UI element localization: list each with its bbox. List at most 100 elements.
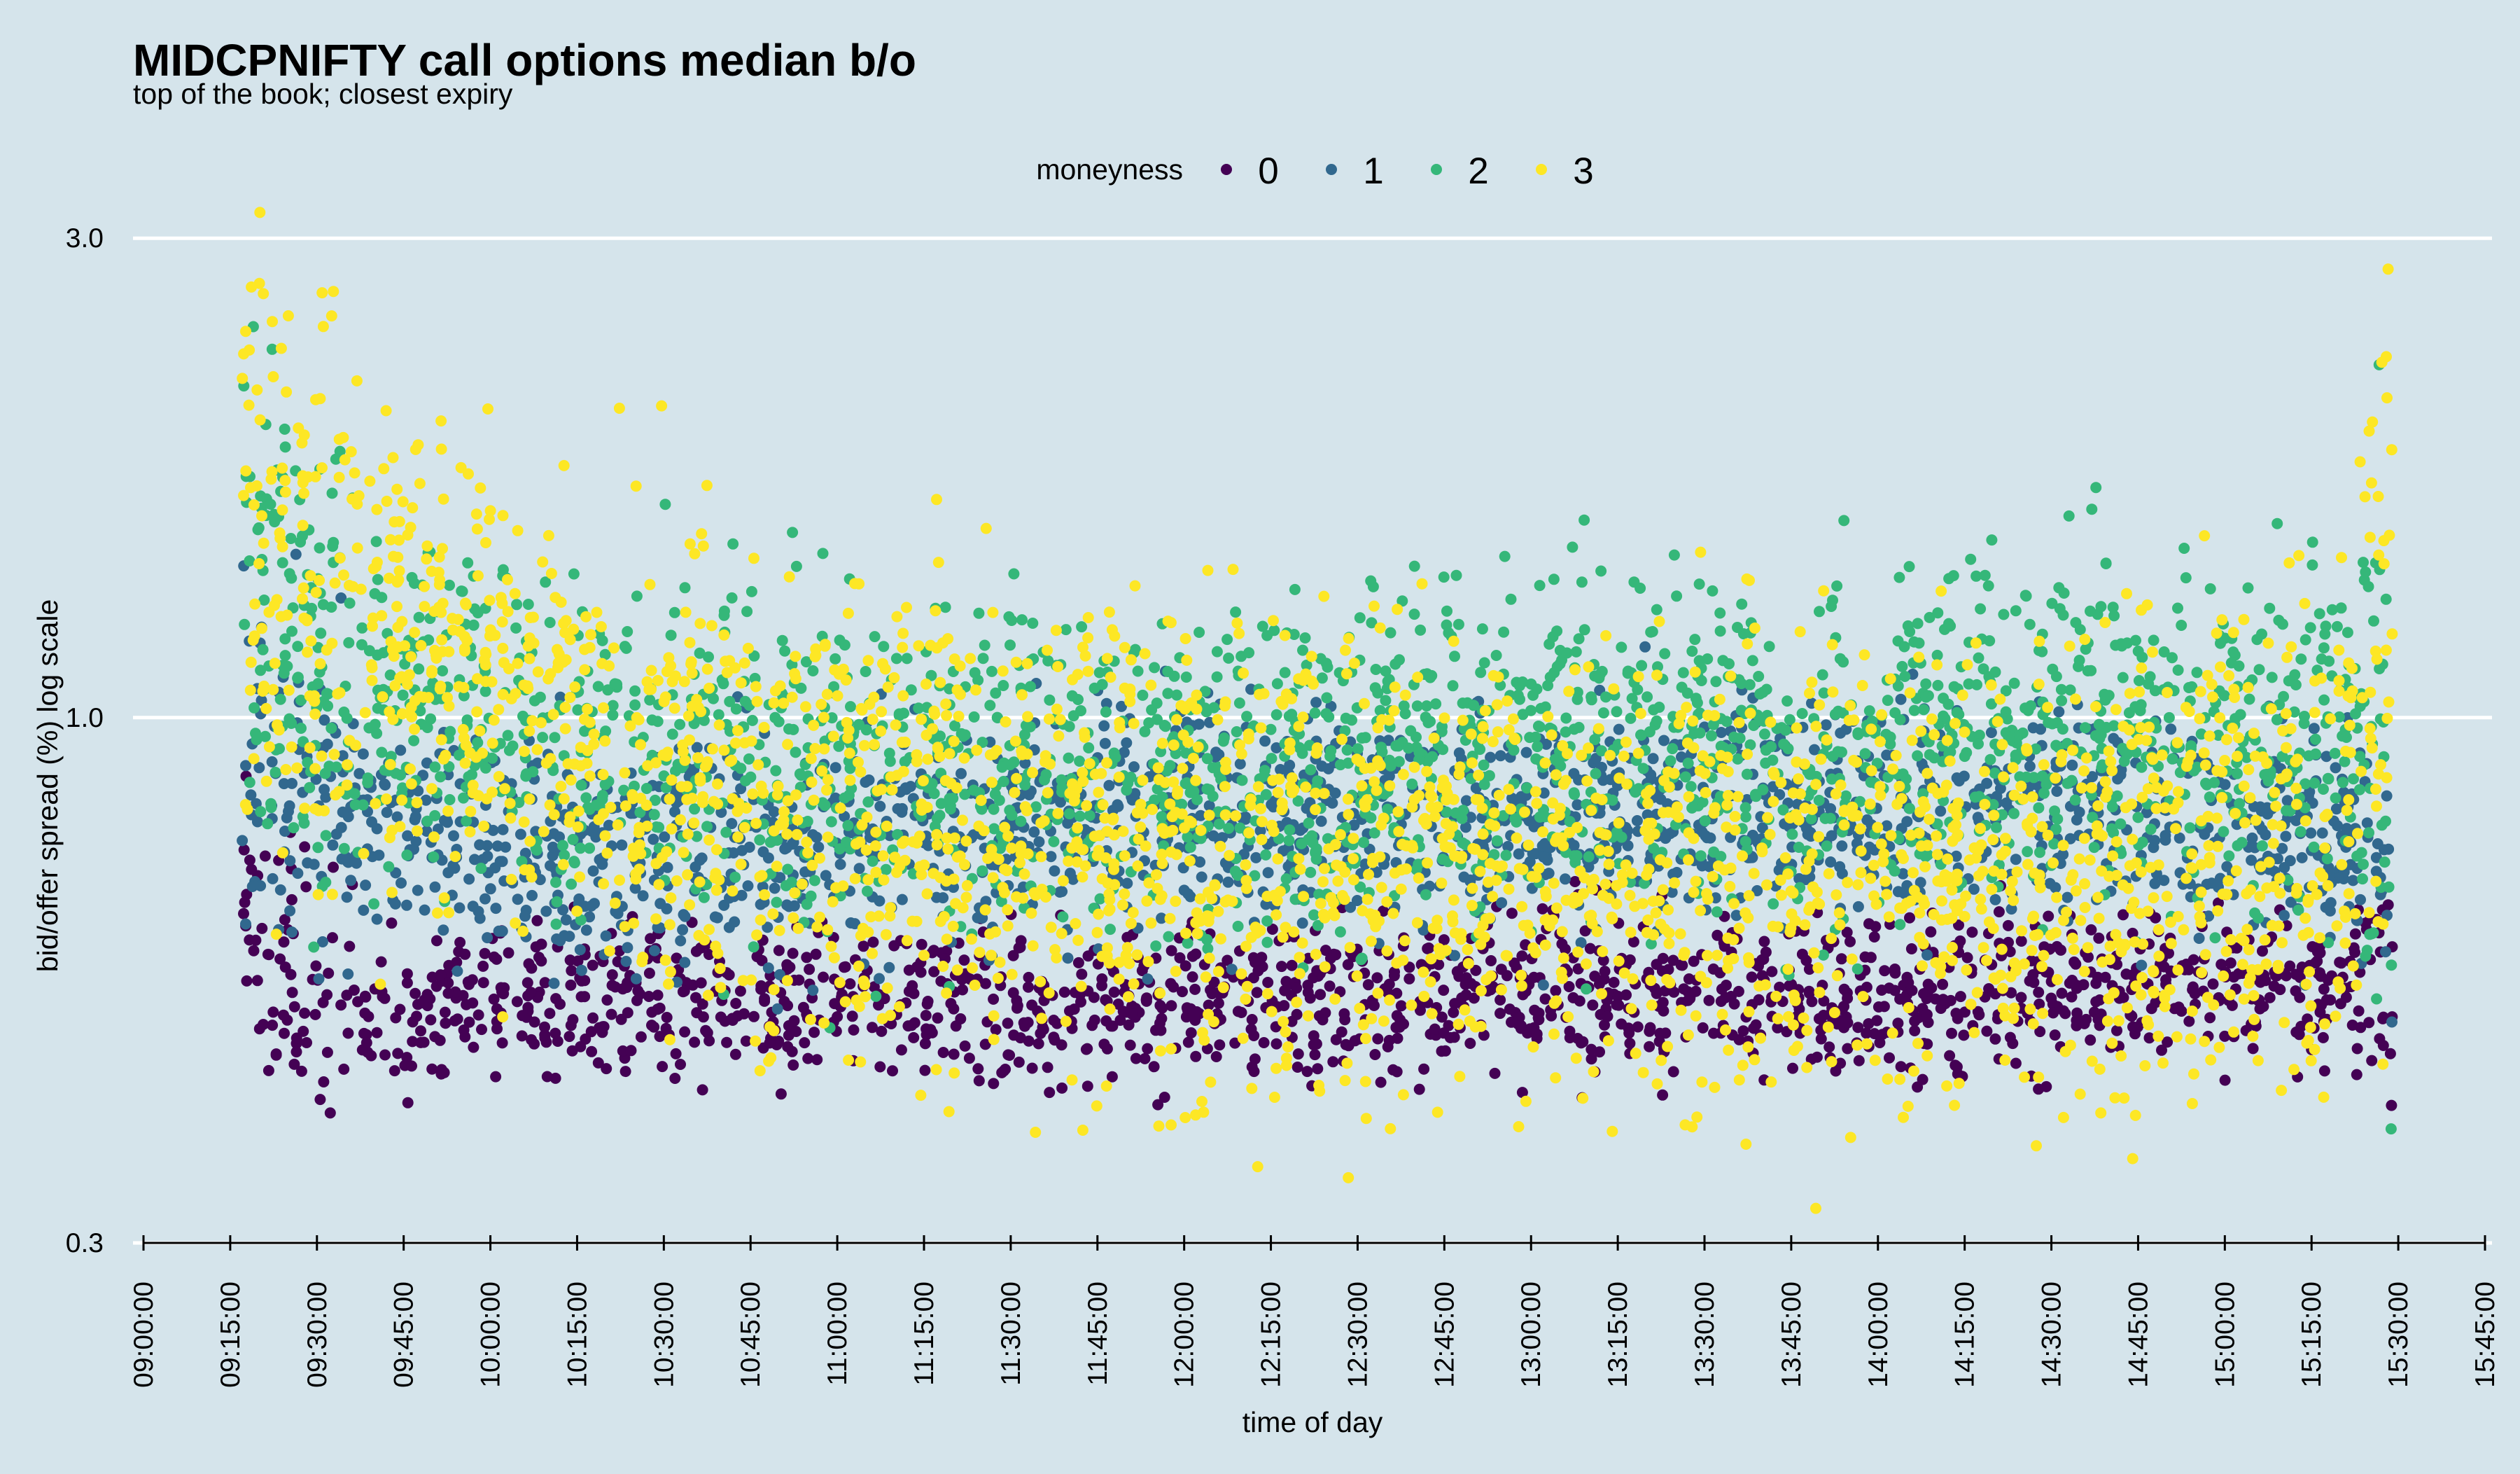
data-point bbox=[258, 1019, 269, 1030]
data-point bbox=[1316, 816, 1327, 827]
data-point bbox=[1438, 571, 1450, 583]
data-point bbox=[1742, 769, 1753, 780]
data-point bbox=[1532, 741, 1543, 752]
data-point bbox=[402, 830, 413, 842]
data-point bbox=[1753, 671, 1764, 682]
data-point bbox=[1490, 1068, 1501, 1079]
data-point bbox=[2107, 801, 2118, 812]
data-point bbox=[862, 796, 874, 807]
data-point bbox=[414, 612, 425, 623]
data-point bbox=[1861, 1028, 1872, 1039]
data-point bbox=[1971, 679, 1982, 690]
data-point bbox=[458, 793, 469, 804]
data-point bbox=[476, 1024, 487, 1035]
data-point bbox=[1182, 938, 1194, 949]
data-point bbox=[564, 931, 575, 942]
data-point bbox=[867, 1022, 878, 1033]
data-point bbox=[2008, 808, 2019, 819]
data-point bbox=[2318, 695, 2330, 706]
data-point bbox=[2164, 712, 2175, 723]
data-point bbox=[2036, 646, 2047, 658]
data-point bbox=[310, 961, 321, 972]
data-point bbox=[451, 966, 463, 977]
data-point bbox=[331, 761, 342, 772]
data-point bbox=[2249, 908, 2260, 919]
data-point bbox=[902, 653, 913, 664]
data-point bbox=[408, 735, 419, 746]
data-point bbox=[2305, 828, 2316, 839]
data-point bbox=[1538, 980, 1549, 991]
data-point bbox=[1160, 721, 1171, 732]
data-point bbox=[1266, 724, 1277, 735]
data-point bbox=[1786, 828, 1798, 840]
data-point bbox=[2010, 749, 2022, 760]
data-point bbox=[2295, 653, 2306, 665]
data-point bbox=[383, 861, 394, 872]
data-point bbox=[1296, 838, 1307, 849]
data-point bbox=[275, 884, 286, 896]
data-point bbox=[757, 847, 769, 858]
data-point bbox=[1812, 1052, 1823, 1063]
data-point bbox=[2185, 822, 2196, 833]
data-point bbox=[537, 732, 548, 743]
data-point bbox=[1708, 847, 1719, 858]
data-point bbox=[1328, 949, 1339, 960]
data-point bbox=[2046, 598, 2057, 609]
data-point bbox=[1568, 992, 1579, 1003]
data-point bbox=[1689, 634, 1700, 645]
data-point bbox=[1986, 534, 1997, 545]
data-point bbox=[1468, 700, 1479, 711]
data-point bbox=[292, 868, 303, 879]
data-point bbox=[1292, 1062, 1303, 1073]
data-point bbox=[312, 842, 323, 853]
data-point bbox=[1308, 910, 1320, 921]
data-point bbox=[2317, 828, 2328, 839]
data-point bbox=[1694, 578, 1705, 590]
data-point bbox=[406, 1060, 417, 1071]
data-point bbox=[1628, 576, 1639, 587]
data-point bbox=[807, 665, 818, 676]
data-point bbox=[620, 641, 631, 652]
data-point bbox=[1896, 661, 1907, 672]
data-point bbox=[1074, 756, 1085, 767]
data-point bbox=[1266, 753, 1278, 764]
data-point bbox=[1639, 641, 1651, 653]
data-point bbox=[2108, 610, 2120, 621]
data-point bbox=[1084, 810, 1096, 821]
data-point bbox=[1372, 1034, 1383, 1045]
data-point bbox=[448, 830, 459, 842]
data-point bbox=[2149, 835, 2160, 846]
data-point bbox=[1863, 918, 1875, 929]
data-point bbox=[2320, 902, 2332, 913]
data-point bbox=[2330, 793, 2342, 804]
data-point bbox=[1054, 887, 1065, 898]
data-point bbox=[549, 978, 560, 989]
data-point bbox=[410, 814, 421, 826]
data-point bbox=[2014, 771, 2025, 782]
data-point bbox=[727, 592, 738, 604]
data-point bbox=[1616, 832, 1628, 843]
data-point bbox=[1102, 1043, 1113, 1055]
data-point bbox=[417, 997, 428, 1008]
legend-label: 0 bbox=[1258, 151, 1278, 192]
data-point bbox=[2295, 826, 2306, 837]
data-point bbox=[1560, 873, 1571, 884]
data-point bbox=[1700, 815, 1711, 826]
data-point bbox=[1323, 763, 1334, 774]
data-point bbox=[948, 1049, 960, 1060]
data-point bbox=[382, 807, 393, 818]
data-point bbox=[1394, 1022, 1406, 1033]
data-point bbox=[1190, 949, 1201, 960]
data-point bbox=[1300, 632, 1311, 644]
data-point bbox=[1125, 1040, 1136, 1051]
data-point bbox=[1230, 865, 1241, 877]
data-point bbox=[2045, 993, 2057, 1004]
data-point bbox=[690, 992, 701, 1003]
data-point bbox=[626, 1045, 637, 1056]
data-point bbox=[495, 856, 506, 867]
data-point bbox=[2280, 830, 2291, 842]
data-point bbox=[2225, 957, 2236, 968]
data-point bbox=[1912, 618, 1924, 629]
data-point bbox=[897, 894, 908, 905]
data-point bbox=[2070, 959, 2081, 970]
